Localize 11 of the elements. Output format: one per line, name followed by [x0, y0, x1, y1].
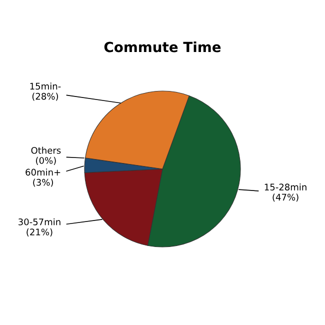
chart-title: Commute Time	[104, 42, 221, 52]
category-label: Others	[31, 146, 61, 154]
data-label: (28%)	[32, 92, 58, 101]
data-label: (47%)	[272, 194, 298, 202]
data-label: (21%)	[26, 228, 52, 236]
slice-label: 15-28min	[264, 183, 306, 190]
slice-label: 60min+	[26, 168, 60, 176]
text: (0%)	[36, 156, 56, 165]
data-label: (3%)	[33, 178, 53, 187]
slice-label: 15min-	[30, 82, 61, 90]
slice-label: 30-57min	[18, 218, 60, 226]
